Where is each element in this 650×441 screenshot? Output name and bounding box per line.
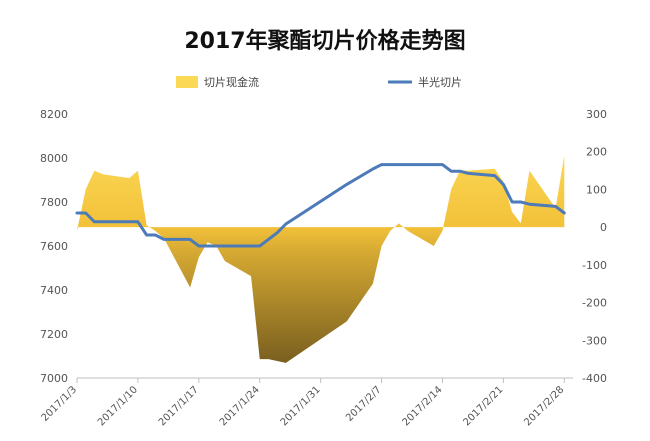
cashflow-area [77,155,565,363]
legend: 切片现金流 半光切片 [176,75,462,89]
cashflow-area-shape [77,155,565,363]
right-axis-tick-label: -400 [582,372,607,385]
left-axis-tick-label: 7400 [40,284,68,297]
price-line [75,163,566,248]
price-line-path [75,163,566,248]
left-axis-tick-label: 8200 [40,108,68,121]
right-axis-tick-label: -300 [582,334,607,347]
legend-label-line: 半光切片 [418,75,462,89]
right-axis: -400 -300 -200 -100 0 100 200 300 [582,108,607,385]
left-axis-tick-label: 7000 [40,372,68,385]
right-axis-tick-label: -100 [582,259,607,272]
right-axis-tick-label: 200 [586,146,607,159]
right-axis-tick-label: 0 [600,221,607,234]
right-axis-tick-label: -200 [582,297,607,310]
legend-swatch-area [176,76,198,88]
left-axis-tick-label: 7800 [40,196,68,209]
right-axis-tick-label: 100 [586,183,607,196]
left-axis-tick-label: 7200 [40,328,68,341]
left-axis-tick-label: 8000 [40,152,68,165]
right-axis-tick-label: 300 [586,108,607,121]
chart-title: 2017年聚酯切片价格走势图 [184,28,465,54]
legend-label-area: 切片现金流 [204,75,259,89]
left-axis-tick-label: 7600 [40,240,68,253]
left-axis: 7000 7200 7400 7600 7800 8000 8200 [40,108,68,385]
